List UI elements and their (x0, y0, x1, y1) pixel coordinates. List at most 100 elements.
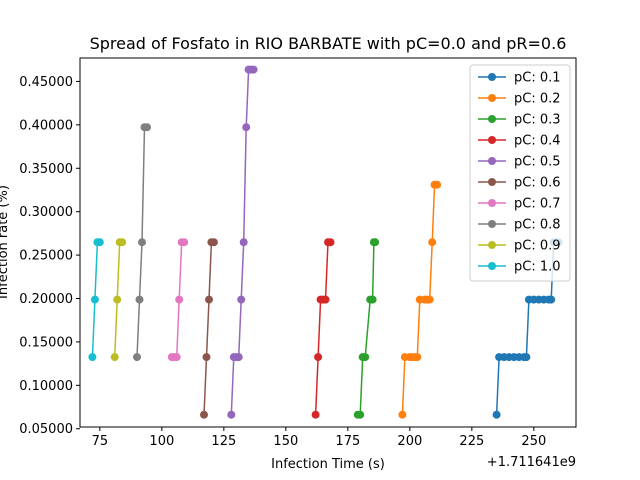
data-point (522, 353, 531, 362)
series-line (357, 241, 376, 416)
legend-item: pC: 0.7 (478, 197, 561, 212)
legend: pC: 0.1 pC: 0.2 pC: 0.3 pC: 0.4 pC: 0.5 pC: 0… (469, 64, 571, 282)
x-tick-label: 225 (459, 434, 484, 449)
legend-marker (488, 73, 496, 81)
data-point (110, 353, 119, 362)
legend-item: pC: 0.9 (478, 239, 561, 254)
data-point (200, 410, 208, 419)
chart-title: Spread of Fosfato in RIO BARBATE with pC… (90, 34, 567, 53)
data-point (172, 353, 181, 362)
y-tick-label: 0.40000 (19, 118, 73, 133)
series-pc-0-9 (110, 238, 127, 362)
series-pc-0-2 (398, 180, 442, 419)
data-point (239, 238, 248, 247)
legend-item: pC: 0.6 (478, 176, 561, 191)
y-tick-label: 0.20000 (19, 292, 73, 307)
data-point (88, 353, 97, 362)
data-point (356, 410, 365, 419)
legend-label: pC: 1.0 (514, 260, 561, 275)
legend-item: pC: 0.5 (478, 155, 561, 170)
x-tick-label: 125 (211, 434, 236, 449)
legend-label: pC: 0.6 (514, 176, 561, 191)
data-point (368, 295, 377, 304)
data-point (428, 238, 437, 247)
data-point (371, 238, 380, 247)
series-pc-0-5 (227, 65, 258, 419)
x-axis-label: Infection Time (s) (271, 457, 385, 472)
data-point (237, 295, 246, 304)
legend-marker (488, 241, 496, 249)
series-pc-0-8 (133, 123, 151, 362)
x-tick-label: 175 (335, 434, 360, 449)
legend-label: pC: 0.7 (514, 197, 561, 212)
data-point (205, 295, 213, 304)
plot-frame (79, 57, 577, 428)
data-point (135, 295, 144, 304)
legend-marker (488, 136, 496, 144)
data-point (249, 65, 258, 74)
legend-item: pC: 0.3 (478, 113, 561, 128)
legend-marker (488, 262, 496, 270)
legend-item: pC: 1.0 (478, 260, 561, 275)
data-point (433, 180, 442, 189)
data-point (143, 123, 151, 132)
data-point (138, 238, 146, 247)
y-tick-label: 0.35000 (19, 162, 73, 177)
series-pc-0-1 (492, 238, 563, 419)
legend-item: pC: 0.4 (478, 134, 561, 149)
data-point (326, 238, 335, 247)
data-point (413, 353, 422, 362)
legend-label: pC: 0.4 (514, 134, 561, 149)
x-tick-label: 150 (273, 434, 298, 449)
data-point (314, 353, 323, 362)
x-offset-text: +1.711641e9 (487, 455, 576, 470)
data-point (113, 295, 122, 304)
legend-marker (488, 178, 496, 186)
legend-item: pC: 0.2 (478, 92, 561, 107)
x-tick-label: 100 (149, 434, 174, 449)
data-point (202, 353, 211, 362)
y-axis-label: Infection rate (%) (0, 185, 11, 299)
y-axis: 0.05000 0.10000 0.15000 0.20000 0.25000 0.300… (19, 75, 80, 437)
x-tick-label: 200 (397, 434, 422, 449)
series-pc-0-4 (311, 238, 335, 419)
data-point (227, 410, 236, 419)
data-point (95, 238, 104, 247)
data-point (209, 238, 218, 247)
data-point (361, 353, 370, 362)
series-layer (88, 65, 563, 419)
legend-label: pC: 0.2 (514, 92, 561, 107)
y-tick-label: 0.05000 (19, 422, 73, 437)
legend-label: pC: 0.8 (514, 218, 561, 233)
data-point (175, 295, 184, 304)
data-point (242, 123, 251, 132)
legend-marker (488, 115, 496, 123)
data-point (133, 353, 141, 362)
legend-marker (488, 199, 496, 207)
legend-label: pC: 0.1 (514, 71, 561, 86)
series-pc-0-7 (167, 238, 189, 362)
legend-label: pC: 0.5 (514, 155, 561, 170)
data-point (492, 410, 501, 419)
data-point (425, 295, 434, 304)
data-point (547, 295, 556, 304)
y-tick-label: 0.10000 (19, 379, 73, 394)
legend-label: pC: 0.9 (514, 239, 561, 254)
y-tick-label: 0.25000 (19, 249, 73, 264)
data-point (180, 238, 189, 247)
data-point (118, 238, 127, 247)
x-axis: 75 100 125 150 175 200 225 250 (92, 427, 546, 449)
data-point (311, 410, 320, 419)
series-pc-1-0 (88, 238, 104, 362)
data-point (90, 295, 99, 304)
series-pc-0-3 (353, 238, 380, 419)
y-tick-label: 0.30000 (19, 205, 73, 220)
series-pc-0-6 (200, 238, 218, 419)
y-tick-label: 0.15000 (19, 335, 73, 350)
data-point (321, 295, 330, 304)
x-tick-label: 75 (92, 434, 109, 449)
data-point (234, 353, 243, 362)
data-point (398, 410, 407, 419)
legend-marker (488, 220, 496, 228)
legend-item: pC: 0.8 (478, 218, 561, 233)
